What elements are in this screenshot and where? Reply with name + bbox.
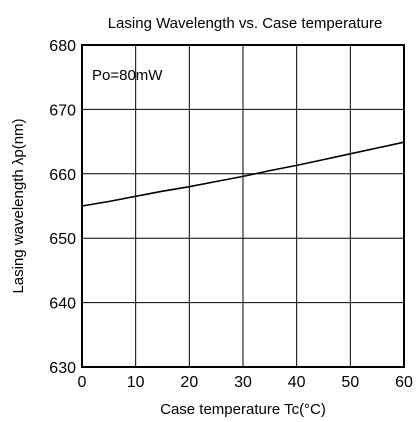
x-tick-label: 40	[288, 374, 306, 391]
x-ticks: 0 10 20 30 40 50 60	[78, 374, 413, 391]
y-tick-label: 640	[49, 296, 76, 313]
chart-title: Lasing Wavelength vs. Case temperature	[108, 15, 383, 32]
grid	[81, 44, 405, 368]
x-tick-label: 60	[395, 374, 413, 391]
x-tick-label: 10	[127, 374, 145, 391]
annotation-po: Po=80mW	[92, 67, 163, 84]
x-tick-label: 0	[78, 374, 87, 391]
x-axis-label: Case temperature Tc(°C)	[160, 401, 326, 418]
x-tick-label: 50	[341, 374, 359, 391]
x-tick-label: 30	[234, 374, 252, 391]
y-tick-label: 680	[49, 38, 76, 55]
y-tick-label: 670	[49, 102, 76, 119]
series-line	[81, 141, 405, 207]
y-ticks: 630 640 650 660 670 680	[49, 38, 76, 377]
y-tick-label: 650	[49, 231, 76, 248]
y-tick-label: 660	[49, 167, 76, 184]
x-tick-label: 20	[180, 374, 198, 391]
y-tick-label: 630	[49, 360, 76, 377]
y-axis-label: Lasing wavelength λp(nm)	[10, 118, 27, 293]
